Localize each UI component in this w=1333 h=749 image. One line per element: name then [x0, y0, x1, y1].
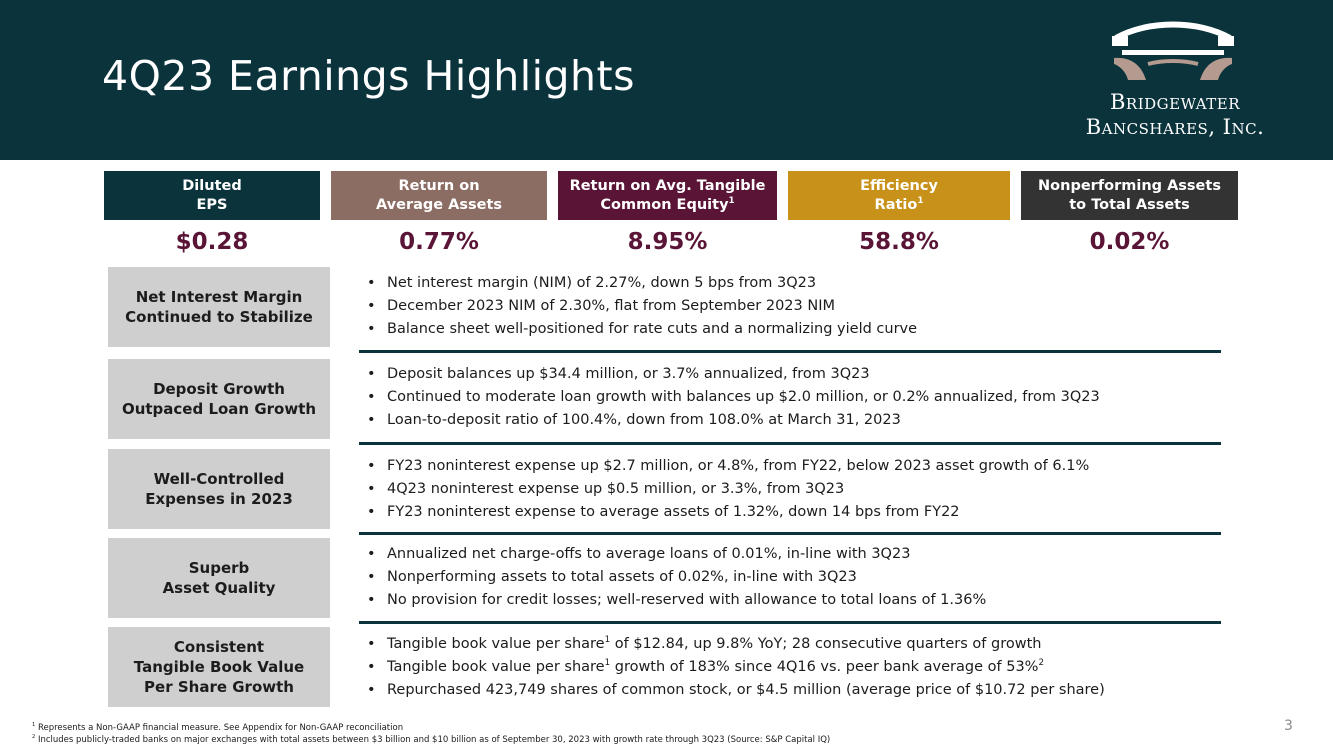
page-title: 4Q23 Earnings Highlights	[102, 52, 635, 100]
highlight-label-nim: Net Interest Margin Continued to Stabili…	[108, 267, 330, 347]
list-item: Tangible book value per share1 of $12.84…	[367, 633, 1227, 656]
highlight-bullets-asset-quality: Annualized net charge-offs to average lo…	[367, 543, 1227, 612]
metric-label-npa: Nonperforming Assets to Total Assets	[1021, 171, 1238, 220]
row-divider	[359, 621, 1221, 624]
list-item: Repurchased 423,749 shares of common sto…	[367, 679, 1227, 702]
logo-line-2: Bancshares, Inc.	[1085, 115, 1265, 139]
highlight-bullets-nim: Net interest margin (NIM) of 2.27%, down…	[367, 272, 1227, 341]
metric-value-efficiency: 58.8%	[859, 229, 939, 255]
list-item: Tangible book value per share1 growth of…	[367, 656, 1227, 679]
highlight-label-expenses: Well-Controlled Expenses in 2023	[108, 449, 330, 529]
highlight-label-tbv: Consistent Tangible Book Value Per Share…	[108, 627, 330, 707]
row-divider	[359, 532, 1221, 535]
header-banner: 4Q23 Earnings Highlights Bridgewater Ban…	[0, 0, 1333, 160]
list-item: No provision for credit losses; well-res…	[367, 589, 1227, 612]
highlight-bullets-tbv: Tangible book value per share1 of $12.84…	[367, 633, 1227, 702]
metric-label-roaa: Return on Average Assets	[331, 171, 547, 220]
list-item: Annualized net charge-offs to average lo…	[367, 543, 1227, 566]
list-item: Balance sheet well-positioned for rate c…	[367, 318, 1227, 341]
company-logo-wordmark: Bridgewater Bancshares, Inc.	[1060, 90, 1290, 140]
page-number: 3	[1284, 718, 1293, 734]
metric-label-rotce: Return on Avg. Tangible Common Equity1	[558, 171, 777, 220]
highlight-label-asset-quality: Superb Asset Quality	[108, 538, 330, 618]
metric-value-rotce: 8.95%	[627, 229, 708, 255]
footnote-2: 2 Includes publicly-traded banks on majo…	[32, 734, 831, 745]
list-item: Nonperforming assets to total assets of …	[367, 566, 1227, 589]
row-divider	[359, 442, 1221, 445]
metric-value-npa: 0.02%	[1089, 229, 1170, 255]
highlight-label-deposits: Deposit Growth Outpaced Loan Growth	[108, 359, 330, 439]
list-item: Deposit balances up $34.4 million, or 3.…	[367, 363, 1227, 386]
list-item: Net interest margin (NIM) of 2.27%, down…	[367, 272, 1227, 295]
footnotes: 1 Represents a Non-GAAP financial measur…	[32, 722, 830, 746]
metric-label-eps: Diluted EPS	[104, 171, 320, 220]
metric-value-eps: $0.28	[175, 229, 249, 255]
list-item: 4Q23 noninterest expense up $0.5 million…	[367, 478, 1227, 501]
metric-label-efficiency: Efficiency Ratio1	[788, 171, 1010, 220]
bridge-logo-icon	[1112, 21, 1234, 80]
list-item: Loan-to-deposit ratio of 100.4%, down fr…	[367, 409, 1227, 432]
logo-line-1: Bridgewater	[1109, 90, 1241, 114]
highlight-bullets-deposits: Deposit balances up $34.4 million, or 3.…	[367, 363, 1227, 432]
footnote-1: 1 Represents a Non-GAAP financial measur…	[32, 722, 404, 733]
highlight-bullets-expenses: FY23 noninterest expense up $2.7 million…	[367, 455, 1227, 524]
list-item: Continued to moderate loan growth with b…	[367, 386, 1227, 409]
metric-value-roaa: 0.77%	[399, 229, 479, 255]
list-item: FY23 noninterest expense up $2.7 million…	[367, 455, 1227, 478]
row-divider	[359, 350, 1221, 353]
list-item: December 2023 NIM of 2.30%, flat from Se…	[367, 295, 1227, 318]
list-item: FY23 noninterest expense to average asse…	[367, 501, 1227, 524]
